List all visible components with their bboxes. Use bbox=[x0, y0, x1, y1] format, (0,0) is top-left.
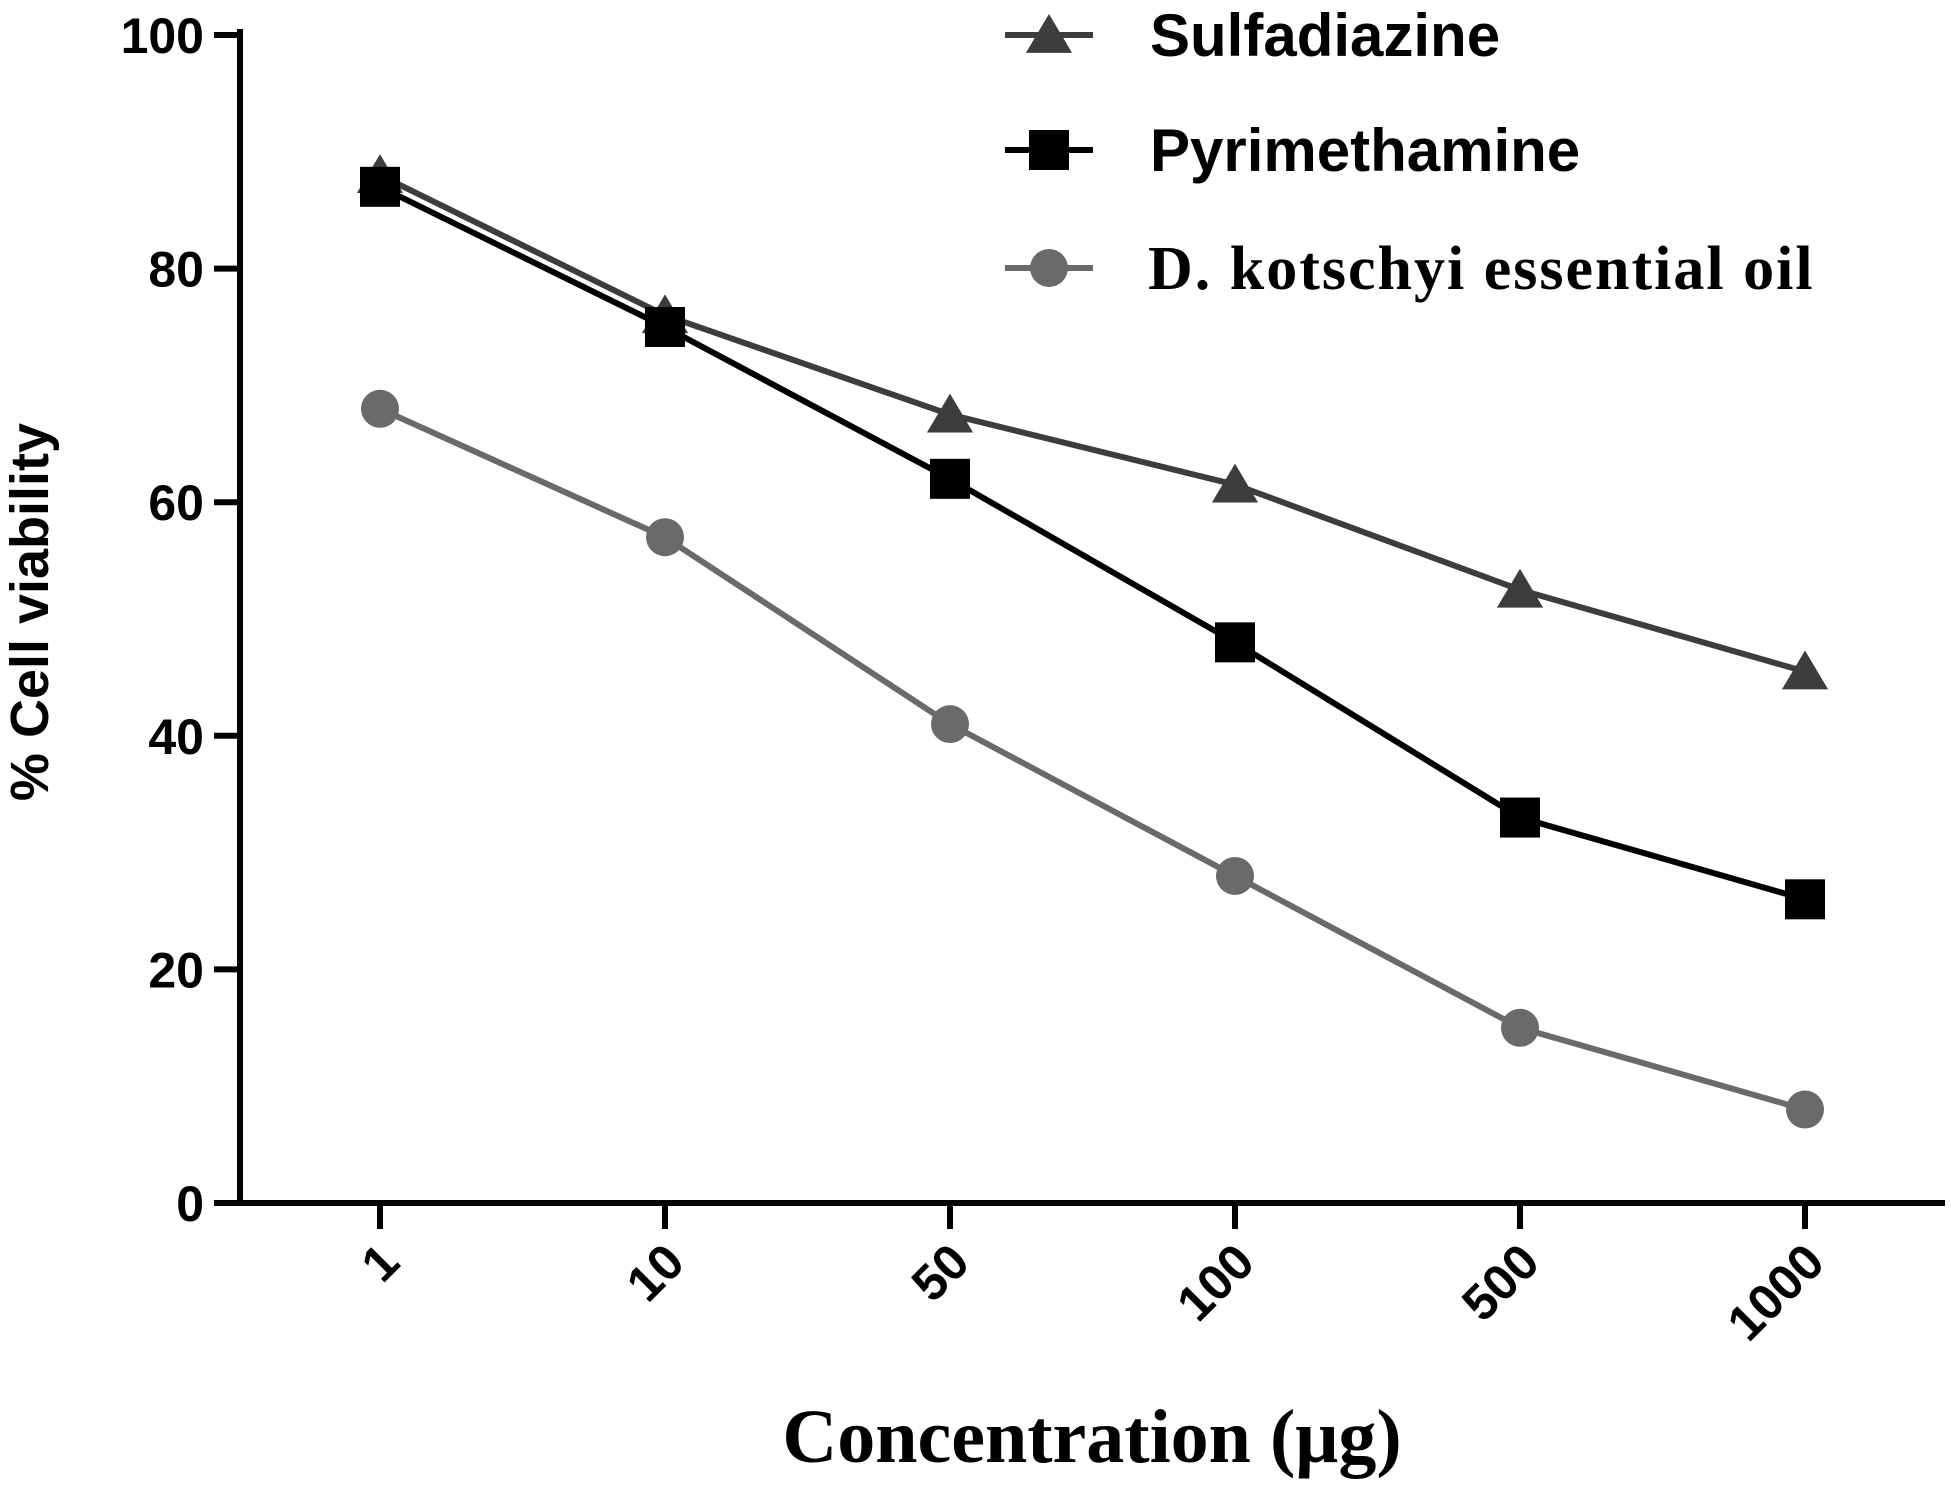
series-line bbox=[378, 172, 1806, 675]
y-tick-label: 20 bbox=[148, 942, 204, 998]
data-point bbox=[360, 166, 400, 207]
legend-entry: D. kotschyi essential oil bbox=[1005, 235, 1815, 303]
x-tick-label: 50 bbox=[901, 1233, 980, 1312]
data-point bbox=[931, 705, 969, 744]
data-point bbox=[1786, 1090, 1824, 1129]
y-axis-label: % Cell viability bbox=[0, 423, 60, 801]
x-tick-label: 500 bbox=[1451, 1233, 1550, 1332]
data-point bbox=[1785, 879, 1825, 920]
data-point bbox=[361, 389, 399, 428]
data-point bbox=[645, 307, 685, 347]
y-tick-label: 0 bbox=[176, 1176, 204, 1232]
legend-marker bbox=[1030, 249, 1068, 287]
data-point bbox=[1500, 797, 1540, 838]
legend-entry: Sulfadiazine bbox=[1005, 2, 1500, 69]
series-square bbox=[360, 166, 1825, 920]
series-layer bbox=[356, 154, 1829, 1129]
data-point bbox=[646, 518, 684, 557]
x-tick-label: 1 bbox=[351, 1233, 410, 1292]
y-tick-label: 100 bbox=[121, 8, 204, 64]
series-line bbox=[378, 184, 1806, 903]
data-point bbox=[926, 393, 974, 433]
data-point bbox=[1216, 856, 1254, 895]
data-point bbox=[1781, 650, 1829, 690]
data-point bbox=[1211, 463, 1259, 503]
legend-label: Pyrimethamine bbox=[1150, 117, 1580, 184]
data-point bbox=[930, 458, 970, 499]
legend-label: Sulfadiazine bbox=[1150, 2, 1500, 69]
x-tick-label: 100 bbox=[1166, 1233, 1265, 1332]
axes: 0 20 40 60 80 100 1 10 50 100 500 1000 bbox=[121, 8, 1945, 1351]
y-tick-label: 80 bbox=[148, 242, 204, 298]
legend-label: D. kotschyi essential oil bbox=[1148, 235, 1815, 303]
y-tick-label: 60 bbox=[148, 475, 204, 531]
legend-marker bbox=[1029, 130, 1069, 170]
data-point bbox=[1501, 1008, 1539, 1047]
legend-entry: Pyrimethamine bbox=[1005, 117, 1580, 184]
x-tick-label: 10 bbox=[616, 1233, 695, 1312]
x-tick-label: 1000 bbox=[1717, 1233, 1835, 1351]
legend-marker bbox=[1025, 14, 1073, 53]
y-tick-label: 40 bbox=[148, 709, 204, 765]
series-line bbox=[378, 406, 1806, 1113]
x-axis-label: Concentration (μg) bbox=[782, 1395, 1401, 1479]
legend: Sulfadiazine Pyrimethamine D. kotschyi ess… bbox=[1005, 2, 1815, 303]
data-point bbox=[1496, 568, 1544, 608]
data-point bbox=[1215, 622, 1255, 663]
series-circle bbox=[361, 389, 1824, 1129]
